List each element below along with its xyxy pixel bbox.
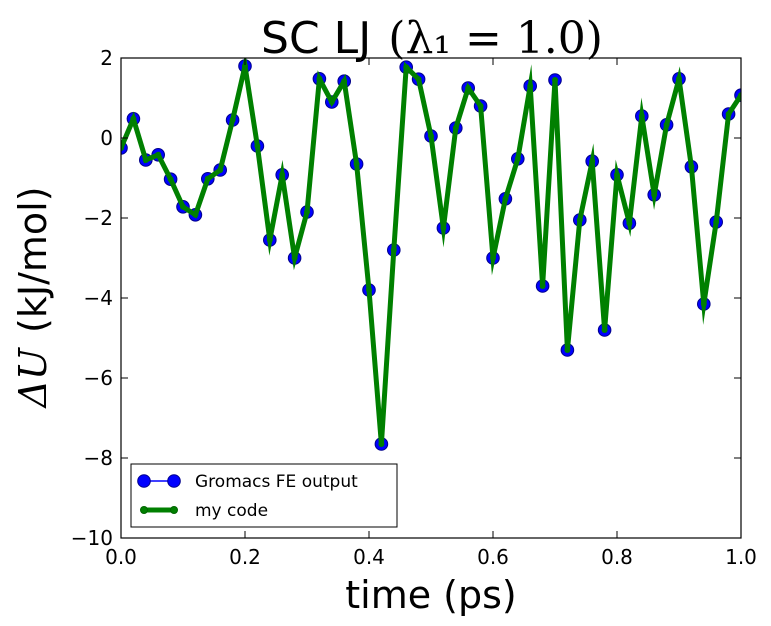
x-tick-label: 0.6	[477, 545, 509, 569]
legend-mycode-label: my code	[195, 501, 268, 521]
series-mycode-point	[415, 76, 422, 83]
y-tick-label: −4	[84, 286, 113, 310]
series-mycode-point	[713, 219, 720, 225]
series-mycode-point	[663, 121, 670, 128]
chart-title: SC LJ (λ₁ = 1.0)	[261, 13, 603, 64]
series-mycode-point	[564, 347, 571, 353]
x-tick-label: 0.2	[229, 545, 261, 569]
x-axis-label: time (ps)	[345, 573, 517, 617]
y-tick-label: −2	[84, 206, 113, 230]
chart-title-text: SC LJ	[261, 13, 371, 64]
series-mycode-point	[192, 211, 199, 218]
plot-area	[121, 58, 741, 451]
series-mycode-point	[180, 203, 186, 210]
series-mycode-point	[155, 151, 162, 158]
y-axis-label-unit: (kJ/mol)	[11, 186, 55, 333]
series-mycode-point	[229, 117, 236, 123]
series-mycode-point	[217, 167, 224, 173]
y-tick-label: −10	[71, 526, 113, 550]
y-tick-label: −6	[84, 366, 113, 390]
series-mycode-point	[601, 327, 608, 333]
series-mycode-point	[589, 158, 596, 165]
legend: Gromacs FE output my code	[130, 463, 398, 528]
series-mycode-point	[552, 77, 558, 83]
series-mycode-point	[676, 75, 682, 82]
series-mycode-point	[651, 191, 658, 198]
series-mycode-point	[204, 175, 211, 182]
series-mycode-point	[254, 143, 261, 149]
series-mycode-point	[576, 217, 583, 223]
y-axis-label: ΔU (kJ/mol)	[11, 186, 55, 409]
y-axis-label-math: ΔU	[11, 346, 55, 409]
legend-mycode-marker	[170, 506, 178, 514]
series-mycode-point	[316, 75, 323, 82]
series-mycode-point	[502, 195, 509, 202]
series-mycode-point	[279, 171, 286, 178]
series-mycode-point	[266, 237, 273, 243]
series-mycode-point	[121, 145, 124, 151]
series-mycode-point	[390, 247, 397, 253]
series-mycode-point	[428, 133, 434, 139]
x-tick-label: 0.8	[601, 545, 633, 569]
y-tick-label: 2	[100, 46, 113, 70]
series-gromacs-line	[121, 65, 741, 445]
series-mycode-point	[378, 441, 385, 447]
series-mycode-point	[738, 92, 741, 99]
y-tick-label: 0	[100, 126, 113, 150]
x-tick-label: 0.4	[353, 545, 385, 569]
series-mycode-point	[440, 225, 447, 231]
series-mycode-point	[366, 287, 372, 293]
series-mycode-point	[638, 113, 645, 119]
series-mycode-point	[688, 163, 695, 170]
series-mycode-line	[121, 58, 741, 445]
series-mycode-point	[130, 115, 137, 122]
series-mycode-point	[614, 171, 620, 178]
series-mycode-point	[403, 64, 410, 71]
series-mycode-point	[341, 78, 348, 85]
series-mycode-point	[291, 255, 298, 261]
legend-mycode-marker	[140, 506, 148, 514]
series-mycode-point	[626, 220, 633, 227]
series-mycode-point	[725, 111, 732, 117]
series-mycode-point	[142, 157, 149, 163]
series-mycode-point	[477, 103, 484, 109]
series-mycode-point	[514, 155, 521, 162]
y-tick-label: −8	[84, 446, 113, 470]
series-mycode-point	[304, 209, 310, 215]
series-mycode-point	[465, 85, 472, 91]
series-mycode-point	[527, 83, 534, 89]
series-mycode-point	[700, 301, 707, 307]
chart-title-math: (λ₁ = 1.0)	[388, 13, 603, 64]
legend-gromacs-marker	[167, 474, 181, 488]
legend-gromacs-label: Gromacs FE output	[195, 472, 358, 492]
series-mycode-point	[353, 161, 360, 167]
series-mycode-point	[452, 125, 459, 131]
x-tick-label: 0.0	[105, 545, 137, 569]
x-tick-label: 1.0	[725, 545, 757, 569]
series-mycode-point	[539, 283, 546, 289]
series-mycode-point	[167, 176, 174, 183]
series-mycode-point	[242, 63, 248, 69]
legend-gromacs-marker	[137, 474, 151, 488]
series-mycode-point	[490, 255, 496, 261]
series-mycode-point	[328, 99, 335, 105]
axes: 0.0 0.2 0.4 0.6 0.8 1.0 −10 −8 −6 −4 −2 0 2	[71, 46, 757, 569]
plot-series-group	[121, 58, 741, 451]
